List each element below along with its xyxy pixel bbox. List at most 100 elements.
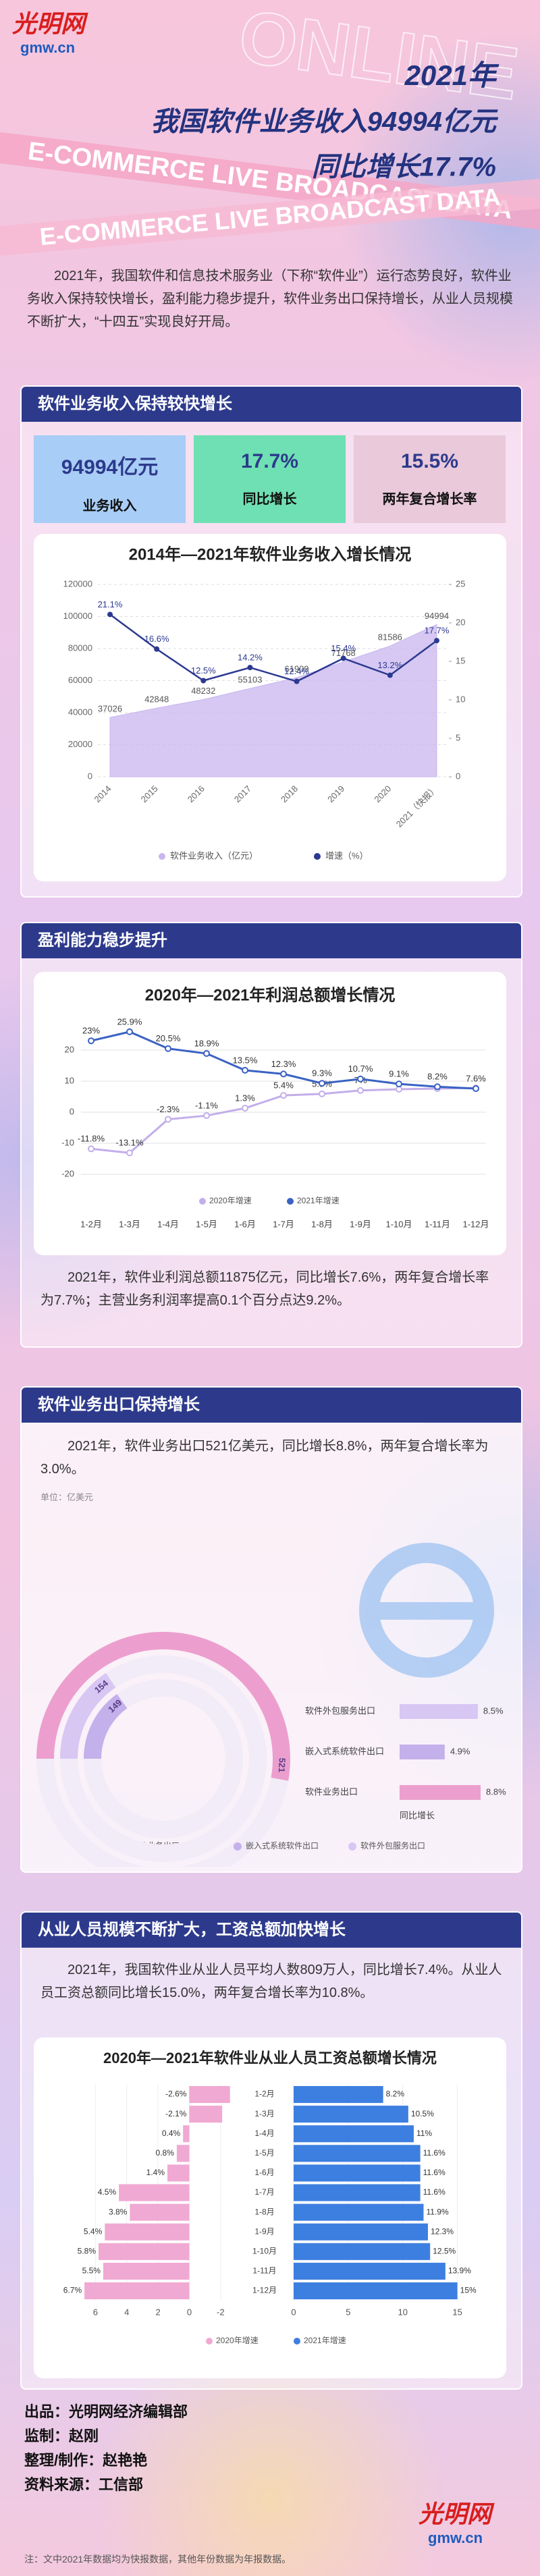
growth-bar: [400, 1704, 478, 1719]
bar: [294, 2125, 414, 2143]
bar: [294, 2106, 408, 2123]
logo-domain: gmw.cn: [428, 2529, 483, 2546]
value-label: 61909: [284, 663, 308, 674]
section-title: 盈利能力稳步提升: [22, 923, 521, 958]
value-label: 12.4%: [284, 666, 309, 676]
header-subtitle: 同比增长17.7%: [312, 153, 496, 182]
x-tick-label: 1-10月: [385, 1219, 412, 1229]
chart-panel: 2014年—2021年软件业务收入增长情况 0 20000 40000 60000 800…: [34, 534, 506, 881]
bar: [294, 2262, 446, 2280]
value-label: 9.1%: [389, 1069, 409, 1079]
icon-ring: [359, 1543, 494, 1678]
value-label: 25.9%: [117, 1016, 142, 1026]
value-label: 20.5%: [156, 1033, 181, 1043]
stat-box: 17.7% 同比增长: [194, 435, 346, 523]
logo-domain: gmw.cn: [20, 39, 75, 56]
point: [242, 1066, 248, 1074]
value-label: 9.3%: [312, 1068, 332, 1078]
legend-marker: [159, 853, 165, 860]
x-tick-label: 15: [452, 2307, 462, 2317]
x-tick-label: 1-2月: [80, 1219, 102, 1229]
value-label: 0.4%: [162, 2129, 181, 2138]
stat-label: 同比增长: [242, 492, 297, 507]
value-label: 11%: [416, 2129, 432, 2138]
x-tick-label: 1-11月: [425, 1219, 450, 1229]
bar: [294, 2184, 421, 2201]
x-tick-label: -2: [217, 2307, 225, 2317]
legend-marker: [314, 853, 321, 860]
icon-bar: [373, 1602, 481, 1620]
value-label: 14.2%: [238, 653, 263, 663]
bar: [99, 2243, 190, 2260]
x-tick-label: 2015: [139, 784, 160, 804]
stat-label: 业务收入: [82, 499, 137, 514]
bar: [294, 2243, 431, 2260]
category-label: 1-2月: [254, 2089, 274, 2099]
stat-value: 17.7%: [240, 450, 299, 472]
logo-name: 光明网: [12, 10, 88, 38]
section-text: 2021年，软件业务出口521亿美元，同比增长8.8%，两年复合增长率为3.0%…: [40, 1439, 489, 1477]
y2-tick-label: 10: [456, 694, 465, 704]
point: [319, 1090, 325, 1097]
stat-box: 15.5% 两年复合增长率: [354, 435, 506, 523]
value-label: 48232: [191, 686, 215, 696]
bar: [294, 2203, 424, 2221]
value-label: 10.5%: [411, 2109, 434, 2118]
x-tick-label: 2019: [325, 784, 346, 804]
chart: 2014年—2021年软件业务收入增长情况 0 20000 40000 60000 800…: [63, 545, 466, 860]
bar: [294, 2086, 383, 2104]
stat-value: 94994亿元: [61, 456, 159, 478]
point: [203, 1112, 210, 1120]
category-label: 嵌入式系统软件出口: [305, 1746, 384, 1756]
intro: 2021年，我国软件和信息技术服务业（下称“软件业”）运行态势良好，软件业务收入…: [27, 269, 513, 329]
x-tick-label: 6: [93, 2307, 98, 2317]
legend-label: 软件外包服务出口: [360, 1840, 425, 1851]
value-label: 18.9%: [194, 1038, 219, 1048]
x-tick-label: 1-12月: [462, 1219, 489, 1229]
category-label: 1-8月: [254, 2207, 274, 2216]
value-label: 16.6%: [144, 634, 169, 644]
point: [387, 672, 393, 678]
category-label: 1-6月: [254, 2168, 274, 2177]
logo-name: 光明网: [418, 2500, 495, 2528]
value-label: 15.4%: [331, 643, 356, 653]
legend-marker: [287, 1198, 294, 1205]
y-tick-label: 80000: [68, 642, 92, 653]
value-label: 521: [277, 1757, 288, 1772]
unit: 单位：亿美元: [40, 1492, 94, 1502]
category-label: 1-12月: [252, 2286, 277, 2295]
legend-label: 2021年增速: [304, 2336, 346, 2345]
section-title: 从业人员规模不断扩大，工资总额加快增长: [22, 1913, 521, 1948]
x-tick-label: 2014: [92, 784, 113, 804]
value-label: -2.3%: [157, 1104, 180, 1114]
value-label: 11.6%: [423, 2168, 446, 2177]
x-tick-label: 4: [124, 2307, 129, 2317]
category-label: 1-5月: [254, 2148, 274, 2158]
category-label: 1-7月: [254, 2187, 274, 2197]
y-tick-label: 10: [65, 1075, 74, 1085]
value-label: 8.2%: [386, 2089, 405, 2099]
chart-title: 2020年—2021年利润总额增长情况: [145, 985, 396, 1004]
value-label: 10.7%: [348, 1064, 373, 1074]
value-label: 13.5%: [233, 1055, 258, 1065]
legend-marker: [234, 1842, 242, 1851]
point: [396, 1080, 402, 1088]
value-label: 71768: [331, 648, 356, 658]
legend-marker: [294, 2338, 300, 2345]
value-label: 12.5%: [433, 2246, 456, 2255]
value-label: -2.6%: [165, 2089, 187, 2099]
footer-note: 注：文中2021年数据均为快报数据，其他年份数据为年报数据。: [24, 2554, 292, 2565]
point: [165, 1045, 171, 1052]
section: 从业人员规模不断扩大，工资总额加快增长 2021年，我国软件业从业人员平均人数8…: [20, 1911, 522, 2390]
value-label: 1.4%: [146, 2168, 165, 2177]
x-tick-label: 2: [155, 2307, 160, 2317]
footer-logo: 光明网 gmw.cn: [418, 2500, 495, 2546]
x-tick-label: 1-8月: [311, 1219, 333, 1229]
y-tick-label: 0: [70, 1106, 74, 1116]
radial-bar: [84, 1694, 128, 1759]
value-label: 37026: [98, 704, 122, 714]
value-label: 4.9%: [450, 1746, 470, 1756]
point: [203, 1050, 210, 1058]
